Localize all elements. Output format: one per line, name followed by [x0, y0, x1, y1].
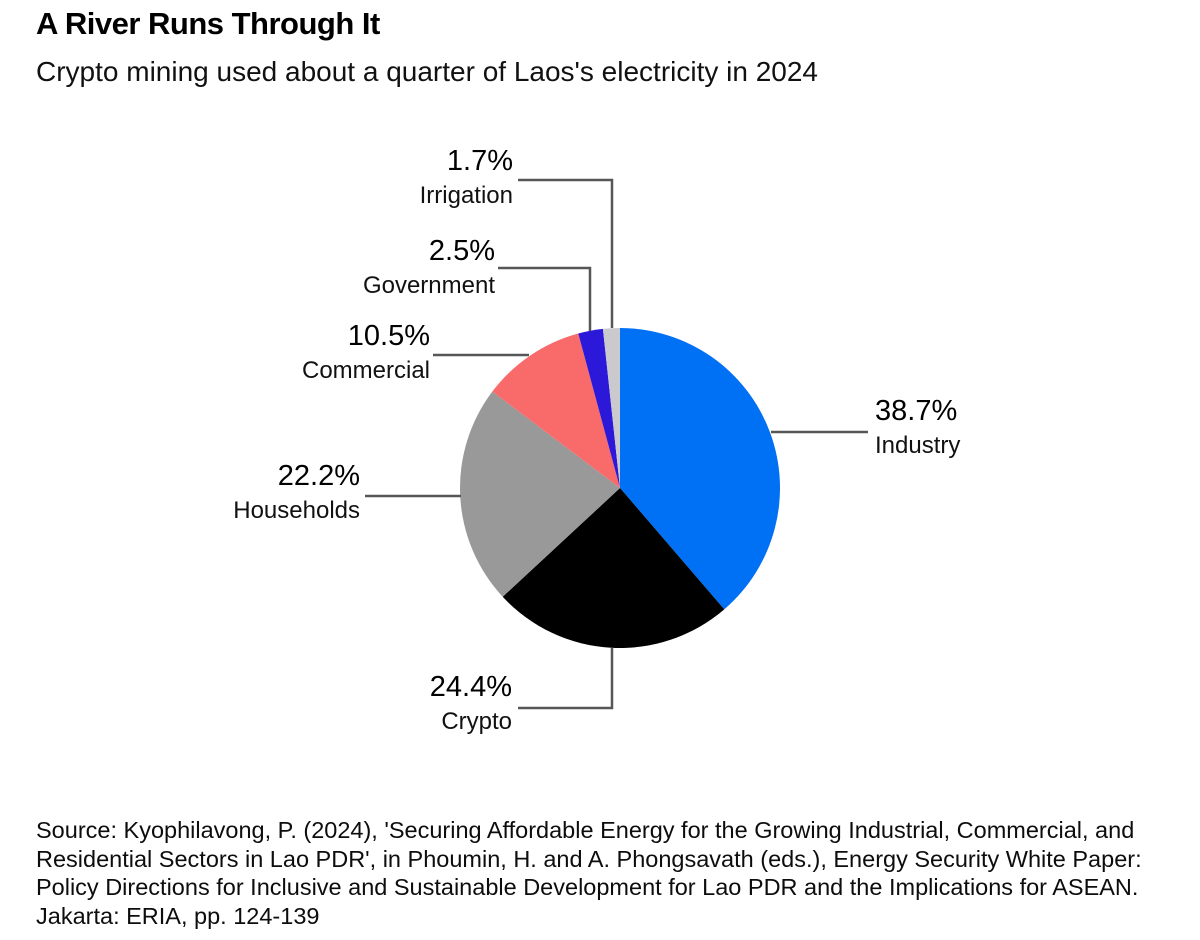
leader-line-irrigation — [518, 178, 614, 328]
pie-label-industry-name: Industry — [875, 432, 961, 459]
pie-label-industry: 38.7% Industry — [875, 394, 960, 461]
pie-label-commercial-value: 10.5% — [347, 320, 430, 352]
pie-label-government: 2.5% Government — [363, 234, 495, 301]
pie-label-irrigation-value: 1.7% — [446, 145, 513, 177]
chart-subtitle: Crypto mining used about a quarter of La… — [36, 56, 819, 87]
leader-lines — [365, 178, 868, 710]
pie-label-irrigation: 1.7% Irrigation — [420, 144, 513, 211]
pie-label-crypto: 24.4% Crypto — [430, 670, 512, 737]
pie-slices — [459, 328, 780, 648]
pie-label-government-value: 2.5% — [428, 235, 495, 267]
pie-label-households-name: Households — [233, 497, 360, 524]
pie-label-commercial-name: Commercial — [301, 357, 430, 384]
source-line: Source: Kyophilavong, P. (2024), 'Securi… — [36, 817, 1135, 843]
pie-slice-government — [578, 328, 620, 488]
pie-label-government-name: Government — [362, 272, 495, 299]
pie-slice-industry — [620, 328, 780, 610]
pie-slice-households — [459, 391, 620, 597]
leader-line-crypto — [518, 648, 614, 710]
source-line: Policy Directions for Inclusive and Sust… — [36, 874, 1139, 900]
source-line: Residential Sectors in Lao PDR', in Phou… — [36, 845, 1142, 872]
page-title: A River Runs Through It — [36, 6, 380, 41]
pie-slice-commercial — [492, 333, 620, 488]
pie-label-households: 22.2% Households — [233, 459, 360, 526]
pie-label-irrigation-name: Irrigation — [419, 182, 513, 209]
pie-label-households-value: 22.2% — [277, 460, 360, 492]
pie-label-crypto-name: Crypto — [441, 708, 512, 735]
pie-slice-irrigation — [602, 328, 620, 488]
leader-line-government — [498, 266, 592, 331]
pie-label-industry-value: 38.7% — [875, 395, 958, 427]
source-line: Jakarta: ERIA, pp. 124-139 — [36, 902, 320, 929]
source-note: Source: Kyophilavong, P. (2024), 'Securi… — [36, 816, 1186, 930]
pie-label-crypto-value: 24.4% — [429, 671, 512, 703]
pie-label-commercial: 10.5% Commercial — [302, 319, 430, 386]
pie-slice-crypto — [502, 488, 725, 648]
